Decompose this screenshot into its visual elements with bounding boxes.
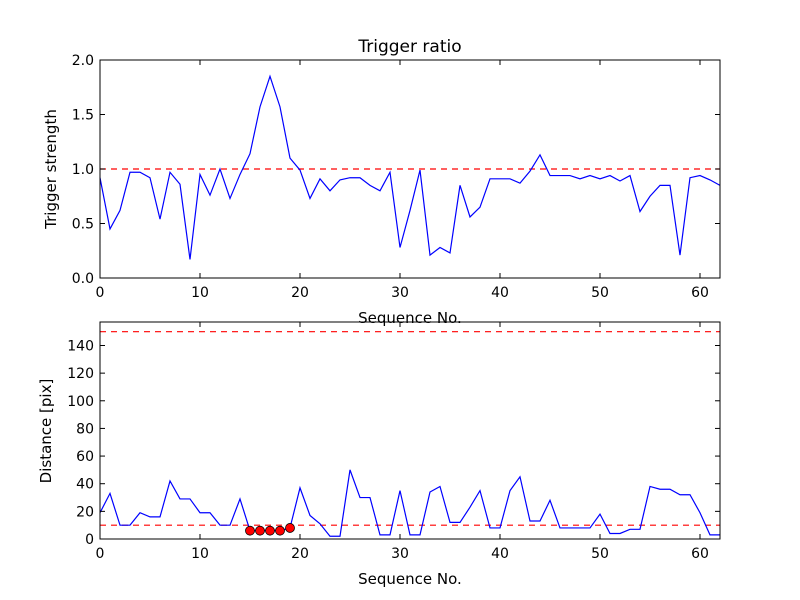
distance-plot-area: 0 10 20 30 40 50 60 0 20 40 60 80 100 120 140 — [67, 321, 721, 562]
y-tick-label: 1.0 — [72, 162, 94, 178]
x-tick-label: 20 — [291, 285, 309, 301]
data-marker — [285, 523, 295, 533]
chart-title: Trigger ratio — [357, 37, 461, 57]
y-axis-label: Trigger strength — [42, 109, 60, 230]
x-tick-label: 10 — [191, 546, 209, 562]
x-tick-label: 0 — [96, 546, 105, 562]
y-tick-label: 60 — [76, 449, 94, 465]
data-marker — [255, 525, 265, 536]
x-tick-label: 30 — [391, 546, 409, 562]
x-tick-label: 30 — [391, 285, 409, 301]
y-tick-label: 100 — [67, 394, 94, 410]
y-tick-label: 0.5 — [72, 217, 94, 233]
data-marker — [245, 525, 255, 536]
y-tick-label: 0 — [85, 532, 94, 548]
y-tick-label: 40 — [76, 477, 94, 493]
y-tick-label: 0.0 — [72, 271, 94, 287]
x-tick-label: 60 — [691, 546, 709, 562]
y-axis-label: Distance [pix] — [37, 379, 55, 484]
series-line — [99, 74, 721, 260]
x-tick-label: 40 — [491, 546, 509, 562]
x-tick-label: 50 — [591, 285, 609, 301]
x-tick-label: 50 — [591, 546, 609, 562]
data-marker — [275, 525, 285, 536]
x-tick-label: 10 — [191, 285, 209, 301]
y-tick-label: 20 — [76, 504, 94, 520]
x-tick-label: 40 — [491, 285, 509, 301]
trigger-ratio-panel: Trigger ratio 0 10 20 30 40 50 60 0.0 0.5 1.0 1.5 2… — [42, 37, 721, 327]
x-axis-label: Sequence No. — [358, 570, 462, 588]
y-tick-label: 1.5 — [72, 108, 94, 124]
x-axis-label: Sequence No. — [358, 309, 462, 327]
data-marker — [265, 525, 275, 536]
x-tick-label: 0 — [96, 285, 105, 301]
y-tick-label: 140 — [67, 338, 94, 354]
y-tick-label: 80 — [76, 421, 94, 437]
trigger-plot-area: 0 10 20 30 40 50 60 0.0 0.5 1.0 1.5 2.0 — [72, 53, 721, 301]
x-tick-label: 60 — [691, 285, 709, 301]
distance-panel: 0 10 20 30 40 50 60 0 20 40 60 80 100 120 140 Sequence… — [37, 321, 721, 588]
y-tick-label: 120 — [67, 366, 94, 382]
axes-frame — [99, 321, 721, 540]
y-tick-label: 2.0 — [72, 53, 94, 69]
series-line — [99, 469, 720, 537]
x-tick-label: 20 — [291, 546, 309, 562]
